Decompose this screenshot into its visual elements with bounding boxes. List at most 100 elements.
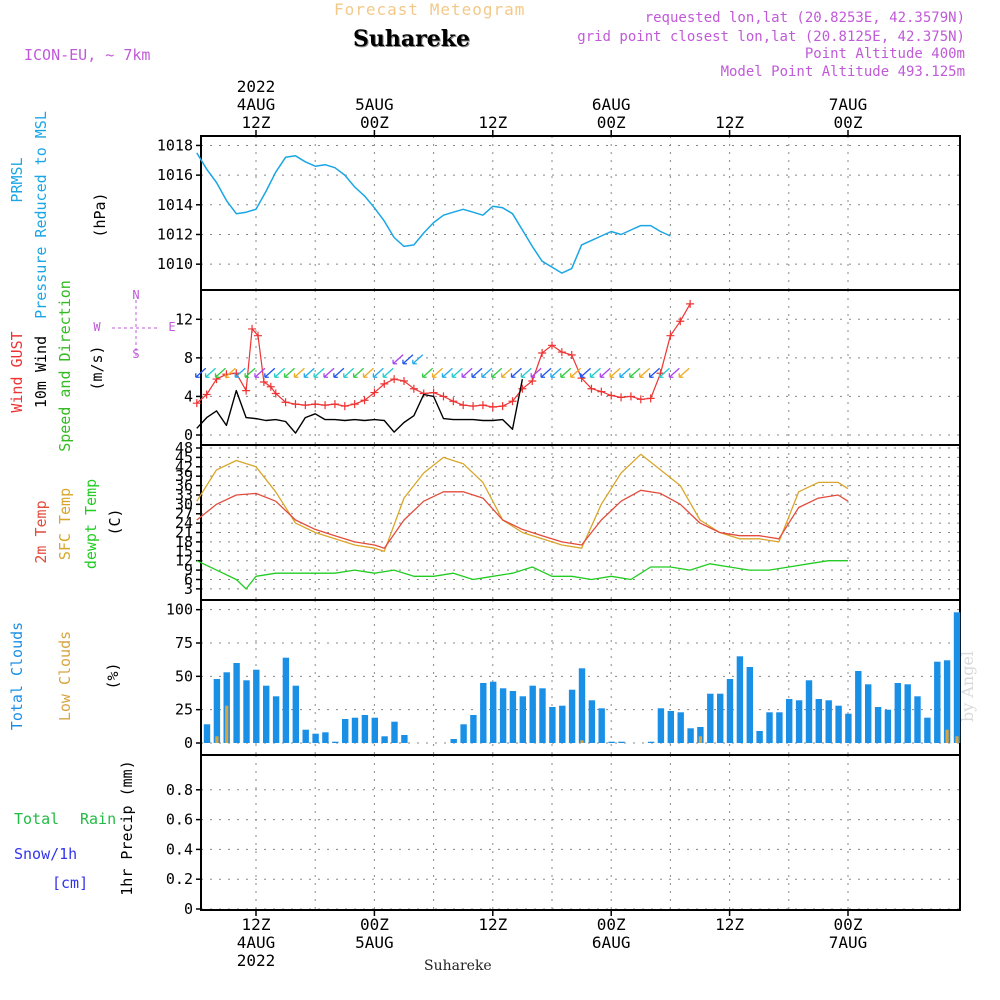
- time-label-bottom: 12Z: [242, 915, 271, 934]
- gust-marker: [528, 377, 537, 385]
- total-cloud-bar: [756, 731, 763, 743]
- wind-arrow: [678, 367, 690, 378]
- total-cloud-bar: [924, 717, 931, 743]
- time-label-top: 12Z: [242, 113, 271, 132]
- y-tick-label: 1016: [157, 166, 193, 184]
- total-cloud-bar: [342, 719, 349, 743]
- y-tick-label: 36: [175, 477, 193, 495]
- gust-marker: [409, 384, 418, 393]
- sfc-temp-line: [196, 453, 849, 552]
- wind-arrow: [668, 367, 680, 378]
- pressure-msl-label: Pressure Reduced to MSL: [32, 111, 50, 319]
- gust-marker: [636, 395, 645, 404]
- y-tick-label: 45: [175, 448, 193, 466]
- y-tick-label: 9: [184, 561, 193, 579]
- low-cloud-bar: [580, 740, 584, 743]
- wind-arrow: [402, 354, 414, 365]
- gust-marker: [607, 391, 616, 400]
- wind-arrow: [362, 367, 374, 378]
- wind-arrow: [599, 367, 611, 378]
- wind-arrow: [264, 367, 276, 378]
- gust-marker: [202, 390, 211, 399]
- total-cloud-bar: [568, 689, 576, 743]
- gust-marker: [380, 379, 389, 388]
- total-cloud-bar: [253, 669, 260, 743]
- gust-marker: [469, 402, 478, 411]
- wind-arrow: [224, 367, 236, 378]
- total-cloud-bar: [835, 705, 842, 743]
- total-cloud-bar: [539, 688, 546, 743]
- gust-marker: [429, 388, 438, 397]
- total-cloud-bar: [953, 612, 961, 743]
- time-label-bottom: 7AUG: [829, 933, 868, 952]
- total-cloud-bar: [934, 661, 941, 743]
- total-cloud-bar: [381, 736, 388, 743]
- gust-marker: [478, 401, 487, 410]
- y-tick-label: 0.4: [166, 840, 193, 858]
- compass-west: W: [93, 320, 101, 334]
- time-label-bottom: 12Z: [478, 915, 507, 934]
- gust-marker: [538, 349, 547, 358]
- gust-marker: [321, 401, 330, 410]
- y-tick-label: 1010: [157, 255, 193, 273]
- wind-arrow: [274, 367, 286, 378]
- wind-arrow: [244, 367, 256, 378]
- total-cloud-bar: [726, 679, 734, 743]
- gust-marker: [311, 400, 320, 409]
- total-rain-label: Total: [14, 810, 59, 828]
- wind-arrow: [204, 367, 217, 378]
- total-cloud-bar: [233, 663, 240, 743]
- total-cloud-bar: [529, 685, 536, 743]
- total-cloud-bar: [736, 656, 744, 743]
- wind-arrow: [530, 367, 542, 378]
- time-label-top: 2022: [237, 77, 276, 96]
- total-cloud-bar: [391, 721, 398, 743]
- total-cloud-bar: [499, 688, 507, 743]
- wind-arrow: [658, 367, 670, 378]
- low-cloud-bar: [698, 736, 702, 743]
- panel-3: [196, 444, 961, 601]
- station-title: Suhareke: [353, 26, 470, 52]
- total-cloud-bar: [312, 733, 319, 743]
- wind-arrow: [303, 367, 315, 378]
- y-tick-label: 1014: [157, 196, 193, 214]
- rain-label: Rain: [80, 810, 116, 828]
- gust-marker: [253, 331, 262, 340]
- wind-10m-label: 10m Wind: [32, 336, 50, 408]
- gust-marker: [557, 348, 566, 357]
- total-cloud-bar: [914, 696, 921, 743]
- y-tick-label: 42: [175, 458, 193, 476]
- panel-5: [196, 754, 961, 911]
- gust-marker: [518, 384, 527, 393]
- total-cloud-bar: [519, 696, 526, 743]
- compass-cross: [112, 300, 160, 356]
- y-tick-label: 15: [175, 542, 193, 560]
- y-tick-label: 0: [184, 426, 193, 444]
- gust-marker: [498, 402, 507, 411]
- gust-marker: [646, 394, 655, 403]
- wind-arrow: [451, 367, 463, 378]
- y-tick-label: 30: [175, 495, 193, 513]
- precip-unit-label: 1hr Precip (mm): [118, 760, 136, 895]
- gust-marker: [350, 400, 359, 409]
- wind-arrow: [214, 367, 226, 378]
- low-cloud-bar: [215, 736, 219, 743]
- hpa-unit-label: (hPa): [91, 192, 109, 237]
- total-cloud-bar: [371, 717, 378, 743]
- y-tick-label: 18: [175, 533, 193, 551]
- snow-label: Snow/1h: [14, 845, 77, 863]
- panel-frame: [200, 754, 961, 911]
- y-tick-label: 25: [175, 701, 193, 719]
- y-tick-label: 12: [175, 552, 193, 570]
- gust-marker: [459, 401, 468, 410]
- gust-marker: [192, 399, 201, 408]
- gust-marker: [617, 393, 626, 402]
- total-cloud-bar: [588, 700, 596, 743]
- total-cloud-bar: [322, 732, 329, 743]
- y-tick-label: 8: [184, 349, 193, 367]
- gust-marker: [281, 398, 290, 407]
- total-cloud-bar: [825, 700, 832, 743]
- total-cloud-bar: [943, 660, 951, 743]
- wind-arrow: [619, 367, 631, 378]
